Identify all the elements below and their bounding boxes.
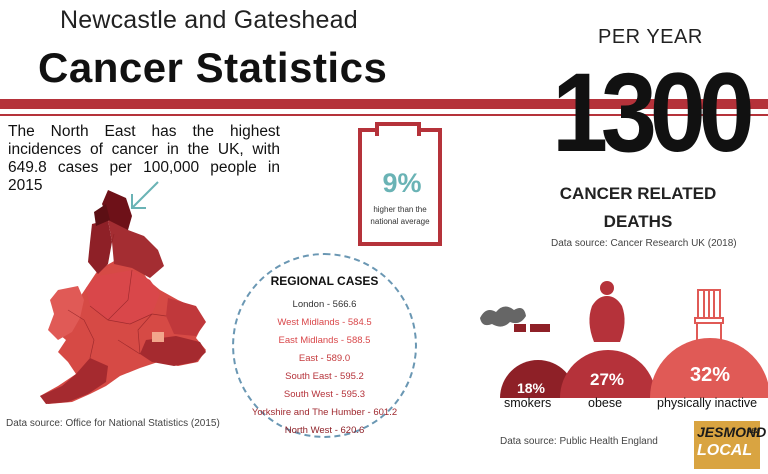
regional-item: Yorkshire and The Humber - 601.2 <box>251 407 398 418</box>
regional-item: South West - 595.3 <box>283 389 366 400</box>
inactive-label: physically inactive <box>657 396 758 410</box>
obese-percent: 27% <box>589 370 625 389</box>
regional-item: West Midlands - 584.5 <box>277 317 372 328</box>
obese-arc <box>560 350 656 398</box>
intro-text: The North East has the highest incidence… <box>8 123 280 194</box>
regional-item: East Midlands - 588.5 <box>278 335 371 346</box>
regional-item: South East - 595.2 <box>285 371 364 382</box>
header-band-thin <box>0 114 768 116</box>
inactive-arc <box>650 338 768 398</box>
arrow-icon <box>131 181 159 209</box>
regional-item: North West - 620.6 <box>284 425 365 436</box>
england-map <box>40 190 206 404</box>
deaths-label: CANCER RELATED DEATHS <box>559 184 717 231</box>
per-year-label: PER YEAR <box>598 26 703 48</box>
regional-item: East - 589.0 <box>298 353 351 364</box>
page-subtitle: Newcastle and Gateshead <box>60 6 358 34</box>
risk-factors-graphic <box>480 281 768 398</box>
regional-title: REGIONAL CASES <box>270 274 379 288</box>
regional-list: London - 566.6 West Midlands - 584.5 Eas… <box>232 296 417 440</box>
map-source: Data source: Office for National Statist… <box>6 418 220 429</box>
logo-line1: JESMOND <box>697 424 767 440</box>
logo-background <box>694 421 760 469</box>
smokers-arc <box>500 360 576 398</box>
deaths-number: 1300 <box>552 50 755 175</box>
regional-item: London - 566.6 <box>292 299 357 310</box>
header-band <box>0 99 768 109</box>
deaths-source: Data source: Cancer Research UK (2018) <box>551 238 737 249</box>
logo-tag: NE2 <box>747 429 759 435</box>
chair-icon <box>694 289 724 342</box>
smokers-label: smokers <box>504 396 552 410</box>
obese-label: obese <box>588 396 623 410</box>
risk-source: Data source: Public Health England <box>500 436 658 447</box>
cigarette-icon <box>480 306 550 332</box>
person-icon <box>589 281 625 342</box>
logo-line2: LOCAL <box>697 442 753 459</box>
higher-note: higher than the national average <box>370 205 430 226</box>
regional-circle <box>232 253 417 438</box>
page-title: Cancer Statistics <box>38 44 388 91</box>
clipboard-clip <box>375 122 421 136</box>
smokers-percent: 18% <box>516 380 546 396</box>
higher-percent: 9% <box>382 168 422 198</box>
inactive-percent: 32% <box>689 364 731 386</box>
